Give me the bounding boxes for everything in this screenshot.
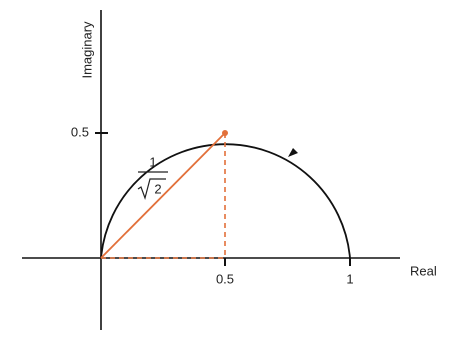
direction-arrow <box>288 148 298 157</box>
point <box>222 130 228 136</box>
x-tick-label: 1 <box>346 271 353 286</box>
y-axis-label: Imaginary <box>79 21 94 79</box>
x-axis-label: Real <box>410 263 437 278</box>
sqrt-sign <box>137 178 166 201</box>
fraction-numerator: 1 <box>149 154 156 169</box>
fraction-radicand: 2 <box>154 181 161 196</box>
radius-line <box>100 132 226 259</box>
y-tick-label: 0.5 <box>71 124 89 139</box>
x-tick-label: 0.5 <box>216 271 234 286</box>
